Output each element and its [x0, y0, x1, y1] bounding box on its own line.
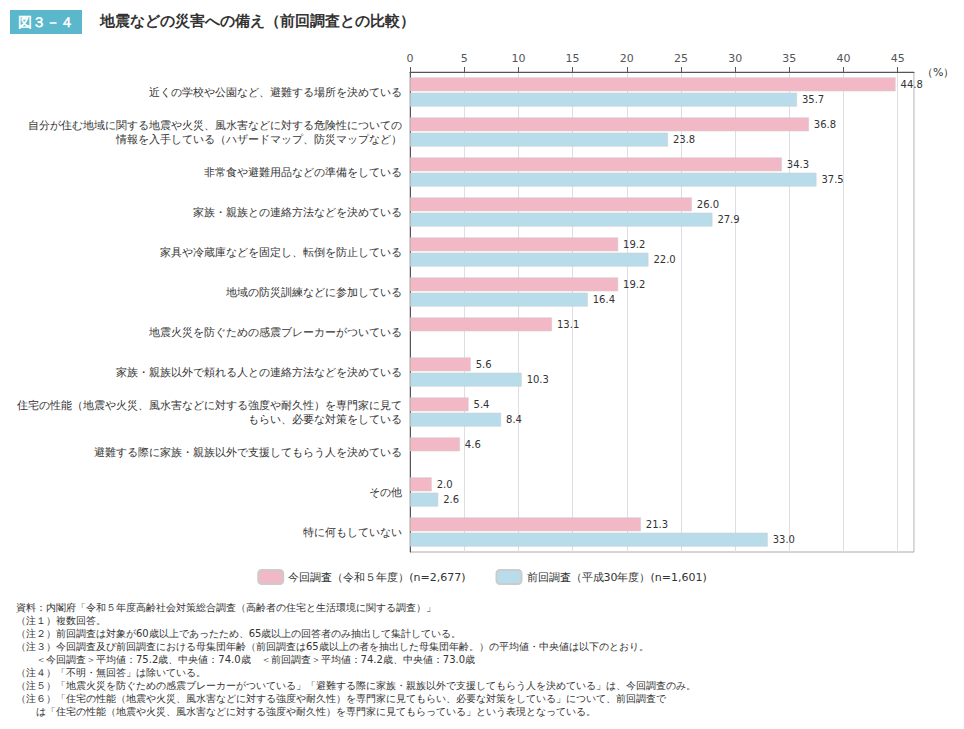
svg-text:13.1: 13.1 — [557, 319, 579, 330]
svg-text:2.0: 2.0 — [437, 479, 453, 490]
svg-text:（注１）複数回答。: （注１）複数回答。 — [16, 615, 106, 626]
svg-text:近くの学校や公園など、避難する場所を決めている: 近くの学校や公園など、避難する場所を決めている — [149, 86, 402, 99]
svg-text:避難する際に家族・親族以外で支援してもらう人を決めている: 避難する際に家族・親族以外で支援してもらう人を決めている — [94, 446, 402, 459]
svg-text:家族・親族以外で頼れる人との連絡方法などを決めている: 家族・親族以外で頼れる人との連絡方法などを決めている — [116, 366, 402, 379]
svg-text:33.0: 33.0 — [773, 534, 795, 545]
svg-text:37.5: 37.5 — [821, 174, 843, 185]
svg-text:前回調査（平成30年度）(n=1,601): 前回調査（平成30年度）(n=1,601) — [527, 571, 707, 584]
svg-text:（注３）今回調査及び前回調査における母集団年齢（前回調査は6: （注３）今回調査及び前回調査における母集団年齢（前回調査は65歳以上の者を抽出し… — [16, 641, 649, 652]
svg-text:地震火災を防ぐための感震ブレーカーがついている: 地震火災を防ぐための感震ブレーカーがついている — [148, 326, 402, 339]
svg-text:44.8: 44.8 — [901, 79, 923, 90]
svg-text:もらい、必要な対策をしている: もらい、必要な対策をしている — [248, 413, 402, 426]
svg-text:その他: その他 — [369, 486, 402, 499]
svg-text:25: 25 — [674, 52, 688, 65]
svg-text:非常食や避難用品などの準備をしている: 非常食や避難用品などの準備をしている — [204, 166, 402, 179]
svg-text:35: 35 — [782, 52, 796, 65]
svg-text:（%）: （%） — [922, 66, 954, 79]
svg-text:19.2: 19.2 — [623, 279, 645, 290]
svg-text:40: 40 — [837, 52, 851, 65]
svg-text:4.6: 4.6 — [465, 439, 481, 450]
svg-text:特に何もしていない: 特に何もしていない — [303, 526, 402, 539]
svg-text:27.9: 27.9 — [717, 214, 739, 225]
svg-text:資料：内閣府「令和５年度高齢社会対策総合調査（高齢者の住宅と: 資料：内閣府「令和５年度高齢社会対策総合調査（高齢者の住宅と生活環境に関する調査… — [16, 602, 436, 613]
svg-text:8.4: 8.4 — [506, 414, 522, 425]
svg-text:2.6: 2.6 — [443, 494, 459, 505]
svg-text:住宅の性能（地震や火災、風水害などに対する強度や耐久性）を専: 住宅の性能（地震や火災、風水害などに対する強度や耐久性）を専門家に見て — [17, 399, 402, 412]
svg-text:5.6: 5.6 — [476, 359, 492, 370]
svg-text:5: 5 — [461, 52, 468, 65]
svg-text:5.4: 5.4 — [474, 399, 490, 410]
svg-text:地域の防災訓練などに参加している: 地域の防災訓練などに参加している — [225, 286, 402, 299]
svg-text:10.3: 10.3 — [527, 374, 549, 385]
svg-text:26.0: 26.0 — [697, 199, 719, 210]
svg-text:22.0: 22.0 — [653, 254, 675, 265]
svg-text:家具や冷蔵庫などを固定し、転倒を防止している: 家具や冷蔵庫などを固定し、転倒を防止している — [160, 246, 402, 259]
svg-text:（注２）前回調査は対象が60歳以上であったため、65歳以上の: （注２）前回調査は対象が60歳以上であったため、65歳以上の回答者のみ抽出して集… — [16, 628, 461, 639]
svg-text:21.3: 21.3 — [646, 519, 668, 530]
svg-text:16.4: 16.4 — [593, 294, 615, 305]
svg-text:19.2: 19.2 — [623, 239, 645, 250]
svg-text:家族・親族との連絡方法などを決めている: 家族・親族との連絡方法などを決めている — [193, 206, 402, 219]
svg-text:は「住宅の性能（地震や火災、風水害などに対する強度や耐久性）: は「住宅の性能（地震や火災、風水害などに対する強度や耐久性）を専門家に見てもらっ… — [16, 706, 596, 717]
svg-text:15: 15 — [566, 52, 580, 65]
svg-text:34.3: 34.3 — [787, 159, 809, 170]
svg-text:（注５）「地震火災を防ぐための感震ブレーカーがついている」「: （注５）「地震火災を防ぐための感震ブレーカーがついている」「避難する際に家族・親… — [16, 680, 696, 691]
svg-text:（注６）「住宅の性能（地震や火災、風水害などに対する強度や耐: （注６）「住宅の性能（地震や火災、風水害などに対する強度や耐久性）を専門家に見て… — [16, 693, 667, 704]
svg-text:＜今回調査＞平均値：75.2歳、中央値：74.0歳 ＜前回調: ＜今回調査＞平均値：75.2歳、中央値：74.0歳 ＜前回調査＞平均値：74.2… — [16, 654, 475, 665]
svg-text:20: 20 — [620, 52, 634, 65]
svg-text:今回調査（令和５年度）(n=2,677): 今回調査（令和５年度）(n=2,677) — [288, 571, 465, 584]
svg-text:（注４）「不明・無回答」は除いている。: （注４）「不明・無回答」は除いている。 — [16, 667, 206, 678]
svg-text:情報を入手している（ハザードマップ、防災マップなど）: 情報を入手している（ハザードマップ、防災マップなど） — [115, 133, 402, 146]
svg-text:23.8: 23.8 — [673, 134, 695, 145]
svg-text:自分が住む地域に関する地震や火災、風水害などに対する危険性に: 自分が住む地域に関する地震や火災、風水害などに対する危険性についての — [28, 119, 402, 132]
svg-text:35.7: 35.7 — [802, 94, 824, 105]
svg-text:10: 10 — [511, 52, 525, 65]
svg-text:図３－４: 図３－４ — [18, 14, 74, 30]
svg-text:30: 30 — [728, 52, 742, 65]
svg-text:45: 45 — [891, 52, 905, 65]
svg-text:36.8: 36.8 — [814, 119, 836, 130]
svg-text:地震などの災害への備え（前回調査との比較）: 地震などの災害への備え（前回調査との比較） — [99, 12, 415, 30]
svg-text:0: 0 — [407, 52, 414, 65]
